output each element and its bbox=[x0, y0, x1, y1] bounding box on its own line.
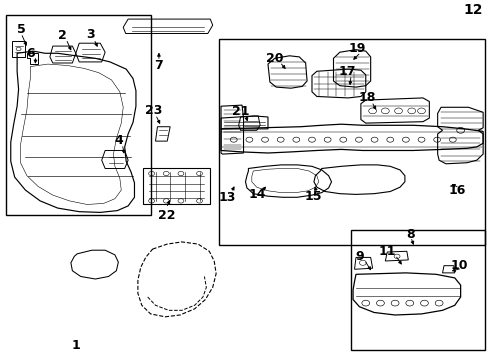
Bar bbox=[142, 168, 210, 204]
Text: 14: 14 bbox=[248, 188, 266, 201]
Text: 8: 8 bbox=[406, 228, 414, 240]
Text: 22: 22 bbox=[157, 209, 175, 222]
Text: 15: 15 bbox=[304, 190, 321, 203]
Text: 17: 17 bbox=[338, 65, 355, 78]
Text: 3: 3 bbox=[86, 28, 95, 41]
Text: 23: 23 bbox=[145, 104, 163, 117]
Text: 18: 18 bbox=[358, 91, 376, 104]
Text: 21: 21 bbox=[231, 105, 249, 118]
Text: 19: 19 bbox=[347, 42, 365, 55]
Bar bbox=[6, 15, 150, 215]
Text: 12: 12 bbox=[463, 3, 482, 17]
Text: 9: 9 bbox=[354, 250, 363, 263]
Text: 11: 11 bbox=[378, 245, 396, 258]
Text: 7: 7 bbox=[154, 59, 163, 72]
Text: 13: 13 bbox=[218, 191, 236, 204]
Text: 5: 5 bbox=[17, 23, 25, 36]
Text: 16: 16 bbox=[447, 184, 465, 197]
Text: 20: 20 bbox=[265, 52, 283, 65]
Text: 10: 10 bbox=[450, 259, 468, 272]
Text: 2: 2 bbox=[58, 29, 67, 42]
Bar bbox=[219, 39, 484, 245]
Bar bbox=[350, 230, 484, 350]
Text: 1: 1 bbox=[71, 339, 80, 352]
Text: 6: 6 bbox=[26, 47, 35, 60]
Text: 4: 4 bbox=[114, 134, 123, 147]
